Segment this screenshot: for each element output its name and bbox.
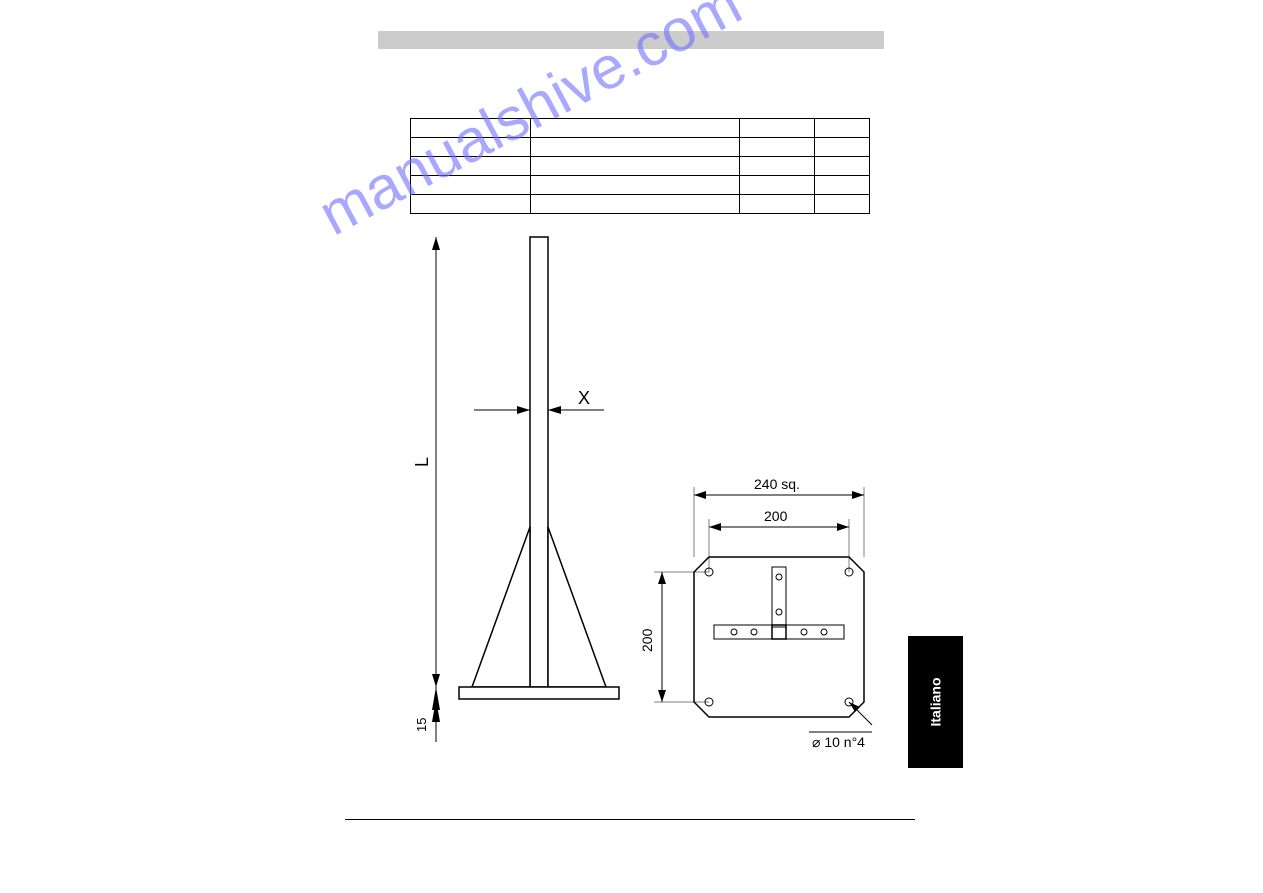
table-cell — [740, 138, 815, 157]
dim-label-240: 240 sq. — [754, 476, 800, 492]
table-cell — [411, 195, 531, 214]
table-cell — [815, 119, 870, 138]
table-cell — [815, 176, 870, 195]
arrow-head — [694, 491, 706, 499]
table-cell — [815, 195, 870, 214]
spec-table-container — [410, 118, 870, 214]
footer-line — [345, 819, 915, 820]
table-cell — [530, 195, 740, 214]
table-cell — [411, 119, 531, 138]
table-cell — [530, 138, 740, 157]
table-cell — [530, 157, 740, 176]
table-cell — [815, 157, 870, 176]
spec-table — [410, 118, 870, 214]
language-tab: Italiano — [908, 636, 963, 768]
pole-support-right — [548, 527, 606, 687]
arrow-head — [709, 523, 721, 531]
dim-label-200v: 200 — [639, 628, 655, 652]
dim-label-200h: 200 — [764, 508, 788, 524]
table-cell — [530, 119, 740, 138]
language-tab-text: Italiano — [927, 677, 943, 726]
dim-label-15: 15 — [414, 718, 429, 732]
table-cell — [530, 176, 740, 195]
table-cell — [740, 195, 815, 214]
arrow-head — [658, 690, 666, 702]
table-cell — [411, 138, 531, 157]
technical-diagram: L X 15 — [414, 232, 874, 752]
table-cell — [411, 176, 531, 195]
base-plate-top-view: 240 sq. 200 200 ⌀ 10 n°4 — [639, 476, 872, 750]
header-bar — [378, 31, 884, 49]
pole-base-plate — [459, 687, 619, 699]
plate-outline — [694, 557, 864, 717]
arrow-head — [517, 406, 530, 414]
arrow-head — [432, 674, 440, 687]
table-row — [411, 176, 870, 195]
table-cell — [740, 176, 815, 195]
arrow-head — [852, 491, 864, 499]
table-cell — [411, 157, 531, 176]
arrow-head — [432, 699, 440, 722]
dim-label-l: L — [414, 457, 432, 467]
diagram-svg: L X 15 — [414, 232, 874, 752]
arrow-head — [658, 572, 666, 584]
dim-label-hole: ⌀ 10 n°4 — [812, 734, 865, 750]
dim-label-x: X — [578, 388, 590, 408]
pole-support-left — [472, 527, 530, 687]
table-cell — [815, 138, 870, 157]
arrow-head — [837, 523, 849, 531]
table-row — [411, 119, 870, 138]
arrow-head — [432, 237, 440, 250]
pole-body — [530, 237, 548, 687]
table-cell — [740, 157, 815, 176]
table-row — [411, 195, 870, 214]
table-row — [411, 138, 870, 157]
arrow-head — [548, 406, 561, 414]
table-row — [411, 157, 870, 176]
table-cell — [740, 119, 815, 138]
